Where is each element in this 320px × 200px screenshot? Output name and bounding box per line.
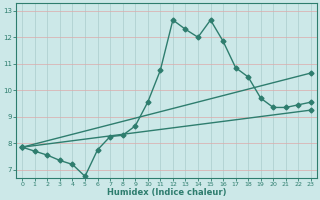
X-axis label: Humidex (Indice chaleur): Humidex (Indice chaleur) xyxy=(107,188,226,197)
